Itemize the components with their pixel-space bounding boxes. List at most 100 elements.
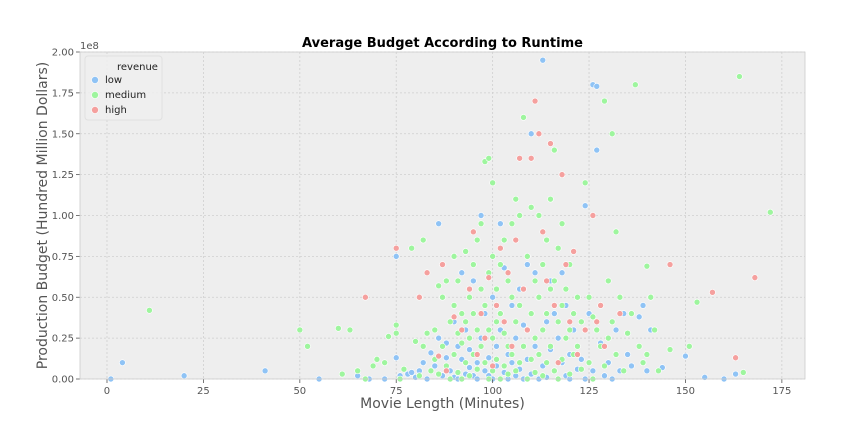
data-point-medium [516,302,523,309]
data-point-low [531,269,539,277]
data-point-medium [354,367,361,375]
data-point-medium [686,342,693,350]
data-point-medium [531,277,539,285]
data-point-medium [562,285,570,293]
data-point-medium [500,329,508,337]
data-point-medium [593,326,601,334]
data-point-medium [385,333,392,340]
data-point-medium [736,73,743,80]
y-tick-label: 0.50 [52,293,74,304]
data-point-high [512,236,520,244]
y-axis-label: Production Budget (Hundred Million Dolla… [35,62,51,370]
data-point-medium [539,372,547,380]
data-point-medium [666,346,674,353]
data-point-high [616,310,624,317]
data-point-low [427,349,435,357]
data-point-medium [512,318,520,326]
data-point-high [450,313,458,321]
y-axis-offset-label: 1e8 [80,41,99,52]
data-point-medium [578,365,585,373]
data-point-low [524,261,531,268]
x-tick-label: 175 [772,386,791,397]
data-point-medium [458,339,466,347]
data-point-high [751,274,759,281]
data-point-medium [520,342,527,350]
data-point-low [531,342,539,350]
data-point-medium [527,310,535,317]
data-point-medium [497,310,504,317]
data-point-medium [493,318,500,326]
data-point-low [119,359,126,366]
y-tick-label: 0.25 [52,334,74,345]
x-tick-label: 150 [676,386,695,397]
data-point-high [416,293,423,301]
data-point-medium [574,293,581,301]
data-point-medium [412,338,419,345]
data-point-medium [446,318,454,326]
data-point-medium [489,253,496,260]
data-point-medium [539,261,547,268]
data-point-medium [500,362,508,370]
data-point-medium [400,365,408,373]
data-point-low [419,359,427,366]
data-point-low [435,334,442,342]
data-point-medium [551,146,558,154]
data-point-high [589,212,597,219]
data-point-low [392,253,400,260]
data-point-medium [693,298,701,306]
data-point-low [612,326,620,334]
legend-entry-high: high [105,105,127,116]
x-tick-label: 0 [104,386,110,397]
data-point-medium [589,313,597,321]
data-point-medium [338,370,346,378]
data-point-low [512,334,520,342]
y-tick-label: 2.00 [52,48,74,59]
data-point-medium [373,356,381,363]
data-point-low [485,354,493,362]
data-point-high [547,140,554,147]
y-tick-label: 1.25 [52,170,74,181]
data-point-medium [346,326,354,334]
data-point-medium [539,326,547,334]
data-point-low [639,302,647,309]
data-point-medium [566,370,574,378]
data-point-medium [578,318,585,326]
data-point-high [473,351,481,358]
data-point-low [578,356,585,363]
data-point-medium [516,359,523,366]
data-point-medium [450,253,458,260]
data-point-low [593,83,601,90]
data-point-medium [489,179,496,187]
data-point-high [558,171,566,178]
chart-title: Average Budget According to Runtime [302,36,583,51]
data-point-medium [381,359,388,366]
data-point-medium [466,293,473,301]
data-point-low [682,352,689,360]
data-point-medium [547,342,554,350]
data-point-medium [435,370,442,378]
data-point-medium [535,293,543,301]
data-point-low [435,220,442,227]
data-point-low [558,269,566,277]
data-point-high [443,367,450,375]
data-point-medium [473,236,481,244]
data-point-medium [477,285,485,293]
legend-entry-medium: medium [105,90,146,101]
data-point-medium [570,310,577,317]
data-point-medium [512,195,520,203]
data-point-medium [481,359,489,366]
data-point-high [593,318,601,326]
data-point-low [493,342,500,350]
data-point-low [180,372,188,380]
data-point-medium [651,326,658,334]
data-point-low [601,372,608,380]
data-point-medium [601,97,608,105]
y-tick-label: 1.50 [52,129,74,140]
data-point-low [481,367,489,375]
legend-marker-low [91,76,99,84]
data-point-high [392,244,400,252]
data-point-low [554,334,562,342]
data-point-low [477,212,485,219]
legend-title: revenue [117,62,158,73]
